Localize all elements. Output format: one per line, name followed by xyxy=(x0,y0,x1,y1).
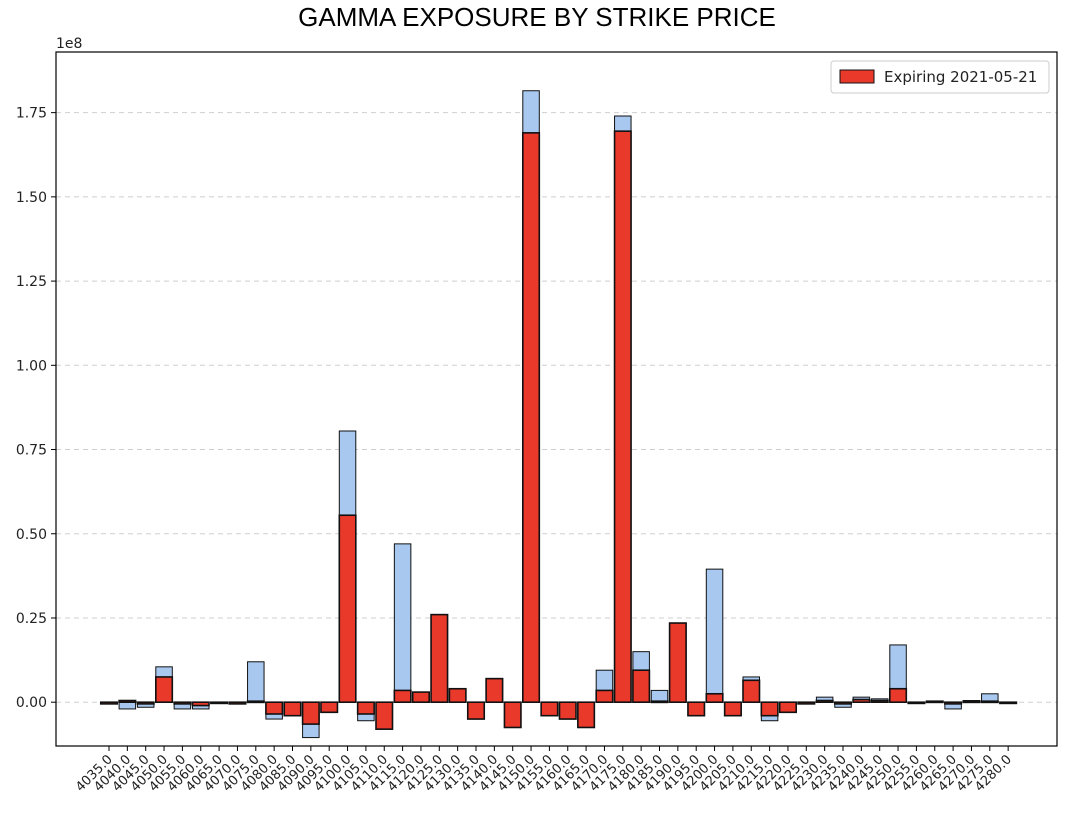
bar-expiring xyxy=(742,679,761,704)
y-tick-label: 0.50 xyxy=(16,527,47,543)
y-tick-label: 0.75 xyxy=(16,443,47,459)
bar-expiring xyxy=(962,700,981,704)
bar-expiring xyxy=(246,700,265,704)
y-tick-label: 1.75 xyxy=(16,106,47,122)
bar-expiring xyxy=(797,701,816,705)
bar-total xyxy=(393,543,412,703)
bar-expiring xyxy=(760,701,779,717)
bar-expiring xyxy=(393,689,412,704)
legend-swatch-expiring xyxy=(839,69,875,84)
plot-frame xyxy=(55,51,1058,747)
bar-expiring xyxy=(503,701,522,729)
bar-expiring xyxy=(944,701,963,705)
bar-expiring xyxy=(191,701,210,707)
bar-expiring xyxy=(430,613,449,704)
total-bars xyxy=(100,90,1017,739)
y-tick-label: 0.25 xyxy=(16,611,47,627)
bar-expiring xyxy=(723,701,742,717)
bar-expiring xyxy=(613,130,632,704)
bar-total xyxy=(705,568,724,703)
bar-expiring xyxy=(466,701,486,720)
x-axis-ticks: 4035.04040.04045.04050.04055.04060.04065… xyxy=(73,746,1015,795)
y-multiplier-label: 1e8 xyxy=(56,36,82,52)
bar-expiring xyxy=(650,700,669,704)
chart-title: GAMMA EXPOSURE BY STRIKE PRICE xyxy=(298,2,776,32)
bar-expiring xyxy=(210,701,229,705)
bar-expiring xyxy=(595,689,614,704)
bar-expiring xyxy=(375,701,394,730)
bar-expiring xyxy=(155,676,174,704)
legend-label-expiring: Expiring 2021-05-21 xyxy=(884,68,1037,86)
bar-expiring xyxy=(338,514,357,704)
bar-expiring xyxy=(356,701,375,715)
bar-expiring xyxy=(870,699,889,704)
bar-expiring xyxy=(448,687,467,704)
expiring-bars xyxy=(99,130,1018,730)
y-tick-label: 1.25 xyxy=(16,274,47,290)
bar-expiring xyxy=(687,701,706,717)
bar-expiring xyxy=(668,622,687,704)
bar-expiring xyxy=(632,669,651,704)
grid-lines xyxy=(56,112,1057,703)
bar-expiring xyxy=(852,698,871,704)
bar-expiring xyxy=(301,701,320,725)
bar-expiring xyxy=(925,700,944,704)
bar-expiring xyxy=(558,701,577,720)
bar-total xyxy=(247,661,265,703)
y-axis-ticks: 0.00 0.25 0.50 0.75 1.00 1.25 1.50 1.75 xyxy=(16,106,56,711)
bar-expiring xyxy=(118,699,137,704)
legend-box xyxy=(830,60,1050,94)
bar-expiring xyxy=(228,701,247,705)
bar-expiring xyxy=(577,701,596,729)
bar-expiring xyxy=(136,701,155,705)
bar-expiring xyxy=(705,692,724,704)
bar-expiring xyxy=(778,701,798,714)
legend: Expiring 2021-05-21 xyxy=(830,60,1050,94)
bar-expiring xyxy=(540,701,559,717)
y-tick-label: 1.50 xyxy=(16,190,47,206)
bar-expiring xyxy=(411,691,431,704)
bar-expiring xyxy=(907,701,926,705)
bar-expiring xyxy=(485,677,504,704)
bar-expiring xyxy=(888,687,908,704)
bar-expiring xyxy=(815,699,834,704)
bar-expiring xyxy=(99,701,119,705)
bar-expiring xyxy=(320,701,339,714)
bar-expiring xyxy=(833,701,853,705)
y-tick-label: 0.00 xyxy=(16,695,47,711)
bar-expiring xyxy=(265,701,284,715)
bar-expiring xyxy=(283,701,302,717)
bar-expiring xyxy=(521,132,541,704)
bar-expiring xyxy=(173,701,192,705)
bar-expiring xyxy=(999,701,1018,705)
y-tick-label: 1.00 xyxy=(16,358,47,374)
bar-expiring xyxy=(980,700,999,704)
bar-total xyxy=(118,701,137,710)
